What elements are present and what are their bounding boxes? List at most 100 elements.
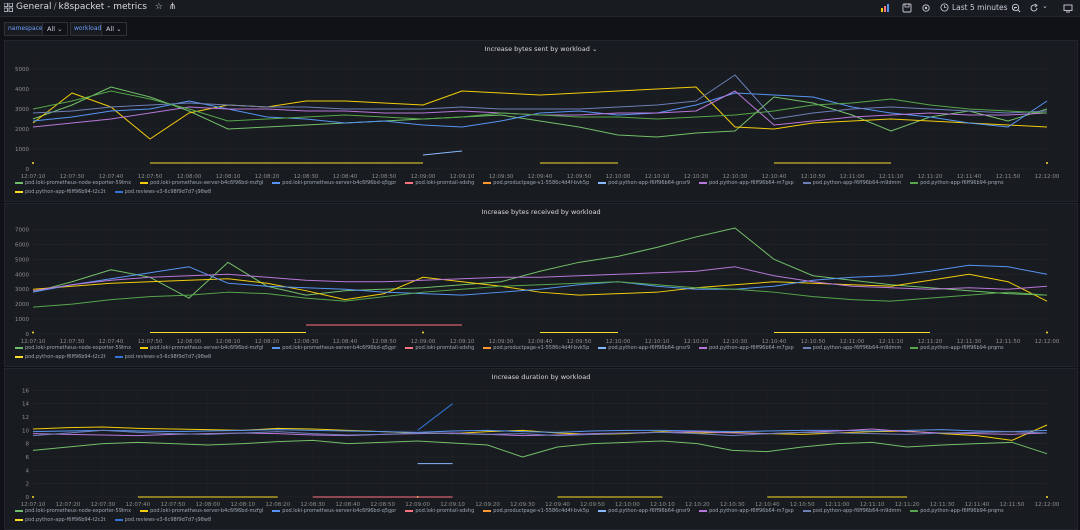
legend-item[interactable]: pod.loki-promtail-sdshg xyxy=(405,344,474,353)
y-tick-label: 8 xyxy=(26,442,30,448)
breadcrumb-folder[interactable]: General xyxy=(16,2,52,12)
x-tick-label: 12:08:20 xyxy=(255,174,280,180)
legend-item[interactable]: pod.loki-promtail-sdshg xyxy=(405,179,474,188)
legend-item[interactable]: pod.loki-prometheus-server-b4c6f96bd-q5g… xyxy=(272,344,396,353)
zoom-out-icon[interactable] xyxy=(1011,3,1021,13)
tv-mode-icon[interactable] xyxy=(1063,3,1073,13)
legend-swatch xyxy=(598,509,607,512)
x-tick-label: 12:11:50 xyxy=(1000,502,1025,508)
legend-item[interactable]: pod.productpage-v1-5586c4d4f-bvk5p xyxy=(483,507,589,516)
legend-item[interactable]: pod.loki-prometheus-server-b4c6f96bd-mzf… xyxy=(140,507,263,516)
legend-label: pod.loki-prometheus-node-exporter-59lmx xyxy=(25,345,132,351)
bytes-sent-chart[interactable]: 0 1000 2000 3000 4000 5000 12:07:10 12:07:30 12:… xyxy=(5,53,1077,191)
time-range-picker[interactable]: Last 5 minutes ⌄ xyxy=(940,1,1017,14)
x-tick-label: 12:07:40 xyxy=(99,339,124,345)
series-point xyxy=(1046,162,1048,164)
series-line xyxy=(32,74,1048,120)
y-tick-label: 12 xyxy=(22,415,29,421)
series-point xyxy=(1046,496,1048,498)
legend-item[interactable]: pod.loki-prometheus-server-b4c6f96bd-q5g… xyxy=(272,179,396,188)
legend-item[interactable]: pod.python-app-f6ff96b64-gnsr9 xyxy=(598,179,690,188)
y-tick-label: 4000 xyxy=(15,87,29,93)
legend-label: pod.loki-prometheus-server-b4c6f96bd-q5g… xyxy=(282,345,397,351)
legend-label: pod.reviews-v3-6c98f9d7d7-j98w8 xyxy=(124,517,212,523)
legend-item[interactable]: pod.python-app-f6ff96b64-m7gsp xyxy=(699,179,794,188)
settings-icon[interactable] xyxy=(921,3,931,13)
legend-item[interactable]: pod.reviews-v3-6c98f9d7d7-j98w8 xyxy=(114,353,211,362)
x-tick-label: 12:11:10 xyxy=(860,502,885,508)
legend-label: pod.reviews-v3-6c98f9d7d7-j98w8 xyxy=(124,189,212,195)
y-tick-label: 2000 xyxy=(15,127,29,133)
duration-chart[interactable]: 0 2 4 6 8 10 12 14 16 12:07:10 12:07:20 12:07:30 12:… xyxy=(5,381,1077,519)
x-tick-label: 12:09:50 xyxy=(567,339,592,345)
series-line xyxy=(32,424,1048,441)
x-tick-label: 12:11:20 xyxy=(918,339,943,345)
bytes-received-chart[interactable]: 0 1000 2000 3000 4000 5000 6000 7000 12:07:10 12:… xyxy=(5,216,1077,356)
clock-icon xyxy=(940,3,949,12)
x-tick-label: 12:11:00 xyxy=(840,174,865,180)
refresh-interval-chevron-icon[interactable]: ⌄ xyxy=(1042,2,1048,10)
x-tick-label: 12:09:30 xyxy=(489,174,514,180)
dashboard-title[interactable]: k8spacket - metrics xyxy=(58,2,147,12)
legend-item[interactable]: pod.loki-prometheus-server-b4c6f96bd-q5g… xyxy=(272,507,396,516)
variable-namespace-select[interactable]: All ⌄ xyxy=(42,22,68,36)
panel-title[interactable]: Increase bytes sent by workload ⌄ xyxy=(484,45,598,53)
legend-item[interactable]: pod.loki-prometheus-server-b4c6f96bd-mzf… xyxy=(140,179,263,188)
legend-item[interactable]: pod.loki-prometheus-server-b4c6f96bd-mzf… xyxy=(140,344,263,353)
legend-label: pod.loki-prometheus-server-b4c6f96bd-mzf… xyxy=(150,180,264,186)
x-tick-label: 12:10:20 xyxy=(684,339,709,345)
star-icon[interactable]: ☆ xyxy=(154,2,163,12)
legend-item[interactable]: pod.python-app-f6ff96b94-t2c2t xyxy=(15,353,106,362)
legend-item[interactable]: pod.python-app-f6ff96b64-m9dmm xyxy=(802,344,901,353)
refresh-icon[interactable] xyxy=(1029,3,1039,13)
legend-item[interactable]: pod.python-app-f6ff96b94-t2c2t xyxy=(15,188,106,197)
x-tick-label: 12:11:40 xyxy=(957,174,982,180)
x-tick-label: 12:10:50 xyxy=(801,339,826,345)
legend-label: pod.loki-prometheus-server-b4c6f96bd-q5g… xyxy=(282,508,397,514)
x-tick-label: 12:10:50 xyxy=(801,174,826,180)
y-tick-label: 16 xyxy=(22,388,29,394)
x-tick-label: 12:07:10 xyxy=(21,339,46,345)
share-icon[interactable]: ⋔ xyxy=(168,2,177,12)
x-tick-label: 12:07:50 xyxy=(138,339,163,345)
legend-item[interactable]: pod.python-app-f6ff96b64-gnsr9 xyxy=(598,507,690,516)
breadcrumb: General / k8spacket - metrics ☆ ⋔ xyxy=(16,2,176,12)
legend-item[interactable]: pod.python-app-f6ff96b94-prqms xyxy=(910,344,1004,353)
series-line xyxy=(32,273,1048,302)
legend-item[interactable]: pod.loki-prometheus-node-exporter-59lmx xyxy=(15,179,131,188)
legend-swatch xyxy=(910,509,919,512)
variable-workload-select[interactable]: All ⌄ xyxy=(101,22,127,36)
x-tick-label: 12:11:00 xyxy=(825,502,850,508)
legend-item[interactable]: pod.python-app-f6ff96b64-m9dmm xyxy=(802,179,901,188)
x-tick-label: 12:11:20 xyxy=(918,174,943,180)
legend-swatch xyxy=(483,181,492,184)
legend-item[interactable]: pod.python-app-f6ff96b64-m7gsp xyxy=(699,507,794,516)
legend-item[interactable]: pod.loki-prometheus-node-exporter-59lmx xyxy=(15,507,131,516)
apps-grid-icon[interactable] xyxy=(4,3,13,12)
legend-item[interactable]: pod.python-app-f6ff96b94-prqms xyxy=(910,507,1004,516)
x-tick-label: 12:09:10 xyxy=(450,339,475,345)
legend-item[interactable]: pod.loki-promtail-sdshg xyxy=(405,507,474,516)
legend-item[interactable]: pod.python-app-f6ff96b94-t2c2t xyxy=(15,516,106,525)
legend-item[interactable]: pod.reviews-v3-6c98f9d7d7-j98w8 xyxy=(114,516,212,525)
legend-swatch xyxy=(405,346,414,349)
panel-title[interactable]: Increase duration by workload xyxy=(491,373,591,381)
legend-item[interactable]: pod.loki-prometheus-node-exporter-59lmx xyxy=(15,344,131,353)
x-tick-label: 12:10:40 xyxy=(755,502,780,508)
legend-swatch xyxy=(699,509,708,512)
legend-label: pod.loki-prometheus-server-b4c6f96bd-q5g… xyxy=(282,180,397,186)
x-tick-label: 12:07:50 xyxy=(138,174,163,180)
x-tick-label: 12:08:30 xyxy=(294,339,319,345)
panel-title[interactable]: Increase bytes received by workload xyxy=(481,208,601,216)
legend-item[interactable]: pod.python-app-f6ff96b64-gnsr9 xyxy=(598,344,690,353)
legend-item[interactable]: pod.python-app-f6ff96b94-prqms xyxy=(910,179,1004,188)
save-icon[interactable] xyxy=(902,3,912,13)
legend-item[interactable]: pod.reviews-v3-6c98f9d7d7-j98w8 xyxy=(114,188,212,197)
legend-item[interactable]: pod.python-app-f6ff96b64-m9dmm xyxy=(802,507,901,516)
x-tick-label: 12:09:30 xyxy=(510,502,535,508)
legend-item[interactable]: pod.productpage-v1-5586c4d4f-bvk5p xyxy=(483,344,589,353)
legend-item[interactable]: pod.python-app-f6ff96b64-m7gsp xyxy=(699,344,794,353)
add-panel-icon[interactable] xyxy=(880,3,890,13)
legend-item[interactable]: pod.productpage-v1-5586c4d4f-bvk5p xyxy=(483,179,589,188)
legend-swatch xyxy=(15,355,23,358)
